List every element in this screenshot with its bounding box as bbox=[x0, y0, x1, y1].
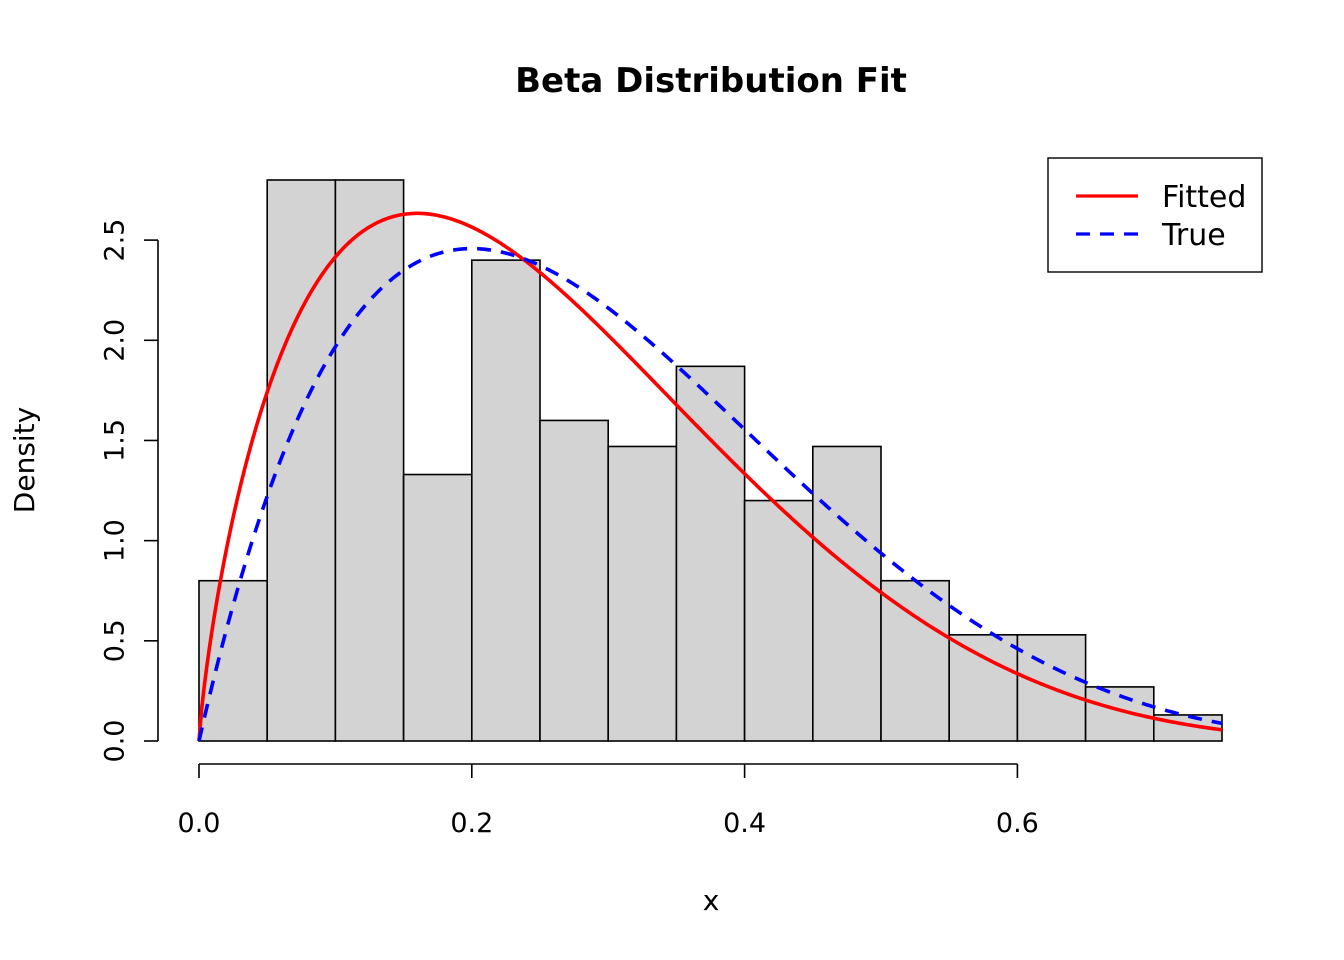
histogram-bar bbox=[198, 579, 268, 742]
histogram-bar bbox=[743, 499, 814, 742]
x-axis: 0.0 0.2 0.4 0.6 bbox=[178, 763, 1039, 839]
legend-label-fitted: Fitted bbox=[1162, 180, 1246, 215]
y-tick-label: 2.0 bbox=[99, 319, 130, 362]
histogram-bar bbox=[948, 634, 1019, 742]
y-tick-label: 1.0 bbox=[99, 519, 130, 562]
y-tick-label: 1.5 bbox=[99, 419, 130, 462]
histogram-bar bbox=[539, 419, 609, 742]
curve-fitted bbox=[197, 211, 1223, 742]
histogram-bar bbox=[880, 579, 950, 742]
histogram-bar bbox=[402, 473, 473, 742]
legend-box bbox=[1047, 157, 1263, 273]
histogram-bar bbox=[470, 259, 541, 742]
histogram-bar bbox=[266, 179, 337, 742]
histogram-bars bbox=[198, 179, 1223, 742]
density-curves bbox=[197, 211, 1223, 742]
x-tick-label: 0.0 bbox=[178, 808, 221, 839]
histogram-bar bbox=[334, 179, 405, 742]
histogram-bar bbox=[607, 445, 678, 742]
x-axis-label: x bbox=[703, 884, 720, 917]
histogram-bar bbox=[675, 365, 746, 742]
x-tick-label: 0.6 bbox=[996, 808, 1039, 839]
legend: Fitted True bbox=[1047, 157, 1263, 273]
x-tick-label: 0.4 bbox=[723, 808, 766, 839]
histogram-bar bbox=[811, 445, 882, 742]
y-axis: 0.0 0.5 1.0 1.5 2.0 2.5 bbox=[99, 219, 159, 763]
x-tick-label: 0.2 bbox=[450, 808, 493, 839]
y-tick-label: 2.5 bbox=[99, 219, 130, 262]
legend-label-true: True bbox=[1161, 218, 1226, 253]
y-axis-label: Density bbox=[8, 407, 41, 513]
y-tick-label: 0.0 bbox=[99, 720, 130, 763]
y-tick-label: 0.5 bbox=[99, 619, 130, 662]
chart-title: Beta Distribution Fit bbox=[515, 61, 907, 101]
